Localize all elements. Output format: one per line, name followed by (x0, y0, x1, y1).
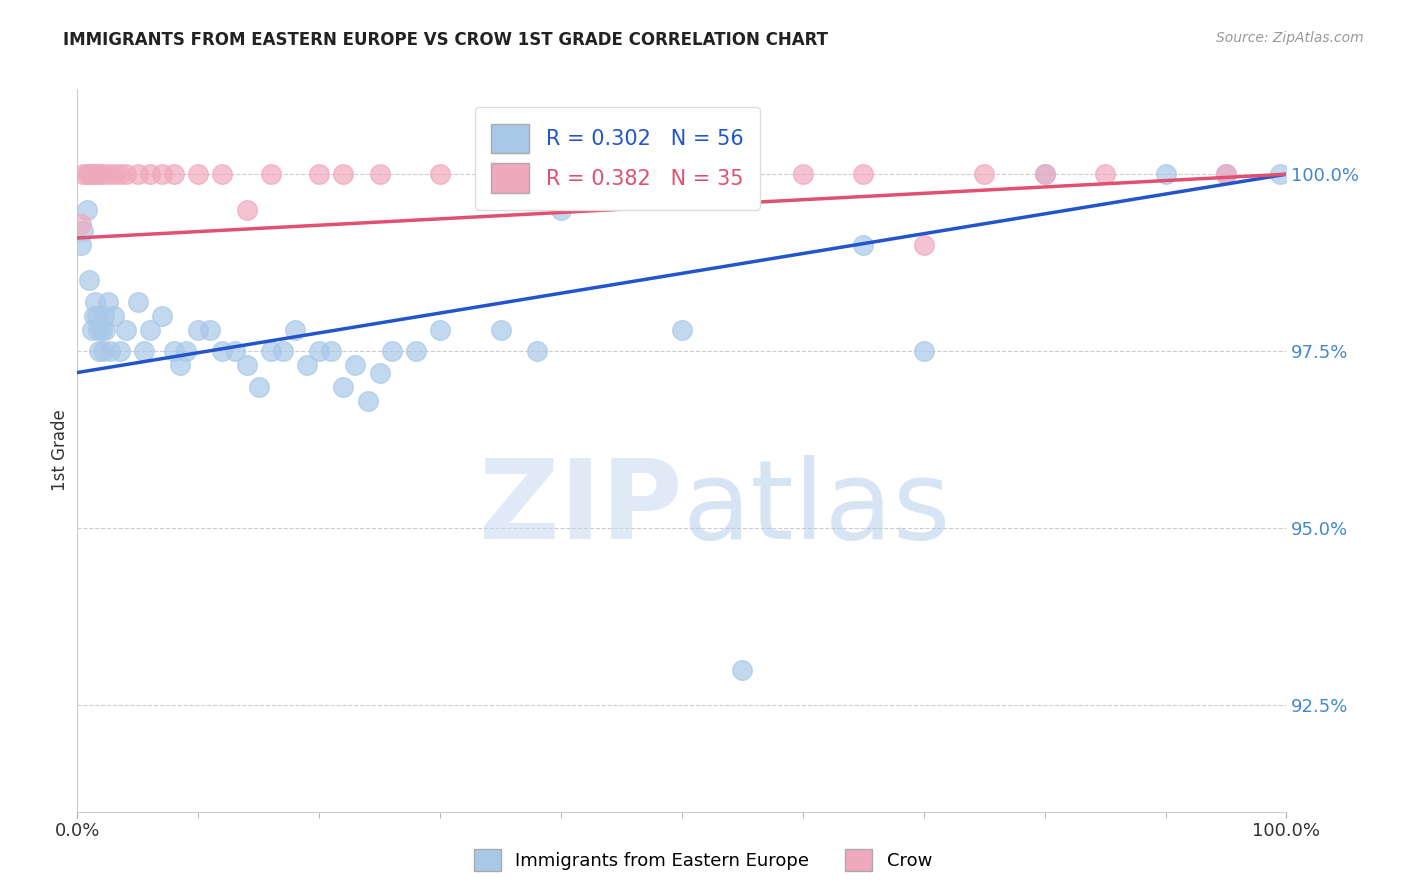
Point (852, 167, 875, 181)
Text: ZIP: ZIP (478, 455, 682, 562)
Point (70, 217, 93, 231)
Point (489, 167, 512, 181)
Point (90, 323, 112, 337)
Point (87, 167, 110, 181)
Point (103, 167, 125, 181)
Point (295, 359, 318, 373)
Point (308, 344, 330, 359)
Point (187, 167, 209, 181)
Point (671, 167, 693, 181)
Point (150, 309, 173, 323)
Point (332, 167, 354, 181)
Point (489, 323, 512, 337)
Point (80, 167, 103, 181)
Point (108, 344, 131, 359)
Point (150, 167, 173, 181)
Point (163, 167, 186, 181)
Point (139, 167, 162, 181)
Point (127, 167, 149, 181)
Point (526, 344, 548, 359)
Point (1094, 167, 1116, 181)
Point (973, 167, 995, 181)
Point (127, 294, 149, 309)
Point (247, 380, 270, 394)
Point (80, 323, 103, 337)
Point (174, 344, 197, 359)
Point (86, 167, 108, 181)
Point (429, 167, 451, 181)
Point (86, 309, 108, 323)
Point (731, 663, 754, 677)
Point (671, 323, 693, 337)
Point (211, 344, 233, 359)
Point (1154, 167, 1177, 181)
Point (70, 238, 93, 252)
Point (368, 366, 391, 380)
Point (79, 273, 101, 287)
Point (260, 344, 283, 359)
Point (91, 344, 114, 359)
Point (87, 344, 110, 359)
Point (405, 344, 427, 359)
Point (76, 202, 98, 217)
Point (308, 167, 330, 181)
Point (368, 167, 391, 181)
Point (108, 167, 131, 181)
Point (84, 294, 107, 309)
Point (72, 224, 94, 238)
Point (200, 323, 222, 337)
Point (83, 167, 105, 181)
Point (83, 309, 105, 323)
Point (235, 202, 257, 217)
Legend: Immigrants from Eastern Europe, Crow: Immigrants from Eastern Europe, Crow (467, 842, 939, 879)
Point (260, 167, 283, 181)
Text: Source: ZipAtlas.com: Source: ZipAtlas.com (1216, 31, 1364, 45)
Text: atlas: atlas (682, 455, 950, 562)
Y-axis label: 1st Grade: 1st Grade (51, 409, 69, 491)
Point (132, 344, 155, 359)
Point (284, 323, 307, 337)
Point (224, 344, 246, 359)
Point (163, 344, 186, 359)
Point (76, 167, 98, 181)
Point (114, 167, 136, 181)
Point (610, 167, 633, 181)
Point (912, 238, 935, 252)
Point (94, 323, 117, 337)
Point (321, 344, 343, 359)
Legend: R = 0.302   N = 56, R = 0.382   N = 35: R = 0.302 N = 56, R = 0.382 N = 35 (475, 107, 759, 210)
Point (356, 393, 378, 408)
Point (1033, 167, 1056, 181)
Point (79, 167, 101, 181)
Point (139, 323, 162, 337)
Point (550, 202, 572, 217)
Point (332, 380, 354, 394)
Point (90, 167, 112, 181)
Point (114, 323, 136, 337)
Point (852, 238, 875, 252)
Point (1215, 167, 1237, 181)
Point (87, 323, 110, 337)
Point (96, 294, 118, 309)
Point (169, 359, 191, 373)
Point (912, 344, 935, 359)
Point (429, 323, 451, 337)
Point (72, 167, 94, 181)
Point (1270, 167, 1292, 181)
Point (103, 309, 125, 323)
Point (187, 323, 209, 337)
Point (235, 359, 257, 373)
Point (1215, 167, 1237, 181)
Point (344, 359, 367, 373)
Point (98, 344, 121, 359)
Point (211, 167, 233, 181)
Text: IMMIGRANTS FROM EASTERN EUROPE VS CROW 1ST GRADE CORRELATION CHART: IMMIGRANTS FROM EASTERN EUROPE VS CROW 1… (63, 31, 828, 49)
Point (271, 344, 294, 359)
Point (1033, 167, 1056, 181)
Point (381, 344, 404, 359)
Point (792, 167, 814, 181)
Point (93, 309, 115, 323)
Point (96, 167, 118, 181)
